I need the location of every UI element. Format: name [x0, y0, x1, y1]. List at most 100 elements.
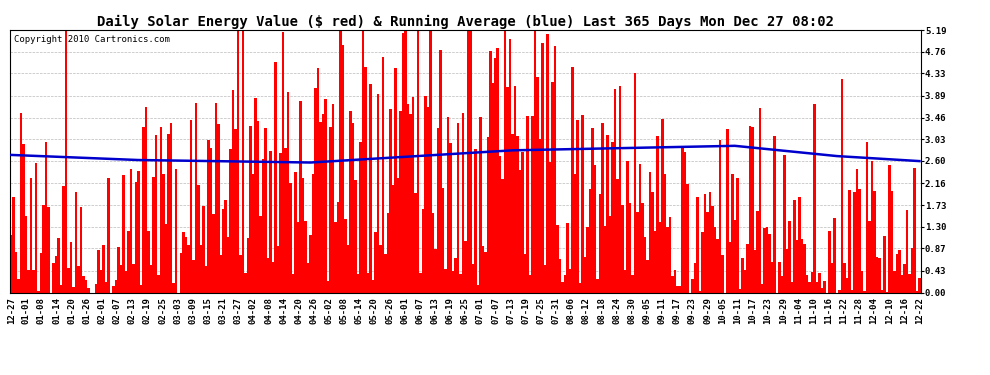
Bar	[133, 264, 135, 292]
Bar	[254, 98, 257, 292]
Bar	[878, 258, 881, 292]
Bar	[883, 236, 886, 292]
Bar	[359, 142, 361, 292]
Bar	[486, 137, 489, 292]
Bar	[222, 209, 225, 292]
Bar	[312, 174, 315, 292]
Bar	[40, 254, 43, 292]
Bar	[259, 216, 262, 292]
Bar	[801, 239, 804, 292]
Bar	[553, 46, 556, 292]
Bar	[342, 45, 345, 292]
Bar	[679, 286, 681, 292]
Bar	[85, 280, 87, 292]
Bar	[345, 219, 346, 292]
Bar	[676, 286, 679, 292]
Bar	[10, 235, 13, 292]
Bar	[868, 221, 871, 292]
Bar	[184, 237, 187, 292]
Bar	[152, 177, 154, 292]
Bar	[354, 180, 356, 292]
Bar	[422, 209, 424, 292]
Bar	[845, 278, 848, 292]
Bar	[863, 291, 866, 292]
Bar	[434, 249, 437, 292]
Bar	[394, 68, 397, 292]
Bar	[299, 101, 302, 292]
Bar	[901, 275, 903, 292]
Bar	[611, 142, 614, 292]
Bar	[48, 207, 50, 292]
Bar	[210, 148, 212, 292]
Bar	[671, 276, 673, 292]
Bar	[112, 286, 115, 292]
Bar	[809, 282, 811, 292]
Bar	[138, 171, 140, 292]
Bar	[548, 162, 551, 292]
Bar	[392, 185, 394, 292]
Bar	[277, 246, 279, 292]
Bar	[918, 278, 921, 292]
Bar	[67, 268, 69, 292]
Bar	[148, 231, 149, 292]
Bar	[264, 129, 267, 292]
Bar	[456, 123, 459, 292]
Bar	[440, 50, 442, 292]
Bar	[814, 104, 816, 292]
Title: Daily Solar Energy Value ($ red) & Running Average (blue) Last 365 Days Mon Dec : Daily Solar Energy Value ($ red) & Runni…	[97, 15, 834, 29]
Bar	[866, 142, 868, 292]
Bar	[622, 206, 624, 292]
Bar	[564, 274, 566, 292]
Bar	[694, 263, 696, 292]
Bar	[839, 290, 841, 292]
Bar	[15, 252, 18, 292]
Bar	[35, 163, 38, 292]
Bar	[711, 206, 714, 292]
Bar	[831, 263, 834, 292]
Bar	[742, 258, 743, 292]
Bar	[217, 124, 220, 292]
Bar	[627, 161, 629, 292]
Bar	[666, 227, 668, 292]
Bar	[294, 172, 297, 292]
Bar	[704, 194, 706, 292]
Bar	[59, 285, 62, 292]
Bar	[75, 192, 77, 292]
Bar	[379, 245, 382, 292]
Bar	[140, 285, 143, 292]
Bar	[274, 62, 277, 292]
Bar	[806, 274, 809, 292]
Bar	[330, 127, 332, 292]
Bar	[245, 273, 247, 292]
Bar	[54, 256, 57, 292]
Bar	[240, 255, 242, 292]
Bar	[169, 123, 172, 292]
Bar	[853, 192, 855, 292]
Bar	[145, 108, 148, 292]
Bar	[658, 222, 661, 292]
Bar	[232, 90, 235, 292]
Bar	[445, 269, 446, 292]
Bar	[566, 223, 569, 292]
Bar	[855, 169, 858, 292]
Bar	[551, 82, 553, 292]
Bar	[546, 34, 548, 292]
Bar	[691, 279, 694, 292]
Bar	[451, 271, 454, 292]
Bar	[661, 119, 663, 292]
Bar	[594, 165, 596, 292]
Bar	[637, 212, 639, 292]
Bar	[417, 30, 419, 292]
Bar	[571, 66, 574, 292]
Bar	[115, 280, 117, 292]
Bar	[205, 266, 207, 292]
Bar	[429, 30, 432, 292]
Bar	[913, 168, 916, 292]
Bar	[748, 126, 751, 292]
Bar	[596, 279, 599, 292]
Bar	[816, 282, 819, 292]
Bar	[167, 134, 169, 292]
Bar	[509, 39, 512, 292]
Bar	[601, 123, 604, 292]
Bar	[284, 148, 287, 292]
